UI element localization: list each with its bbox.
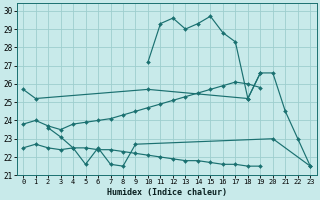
X-axis label: Humidex (Indice chaleur): Humidex (Indice chaleur) <box>107 188 227 197</box>
